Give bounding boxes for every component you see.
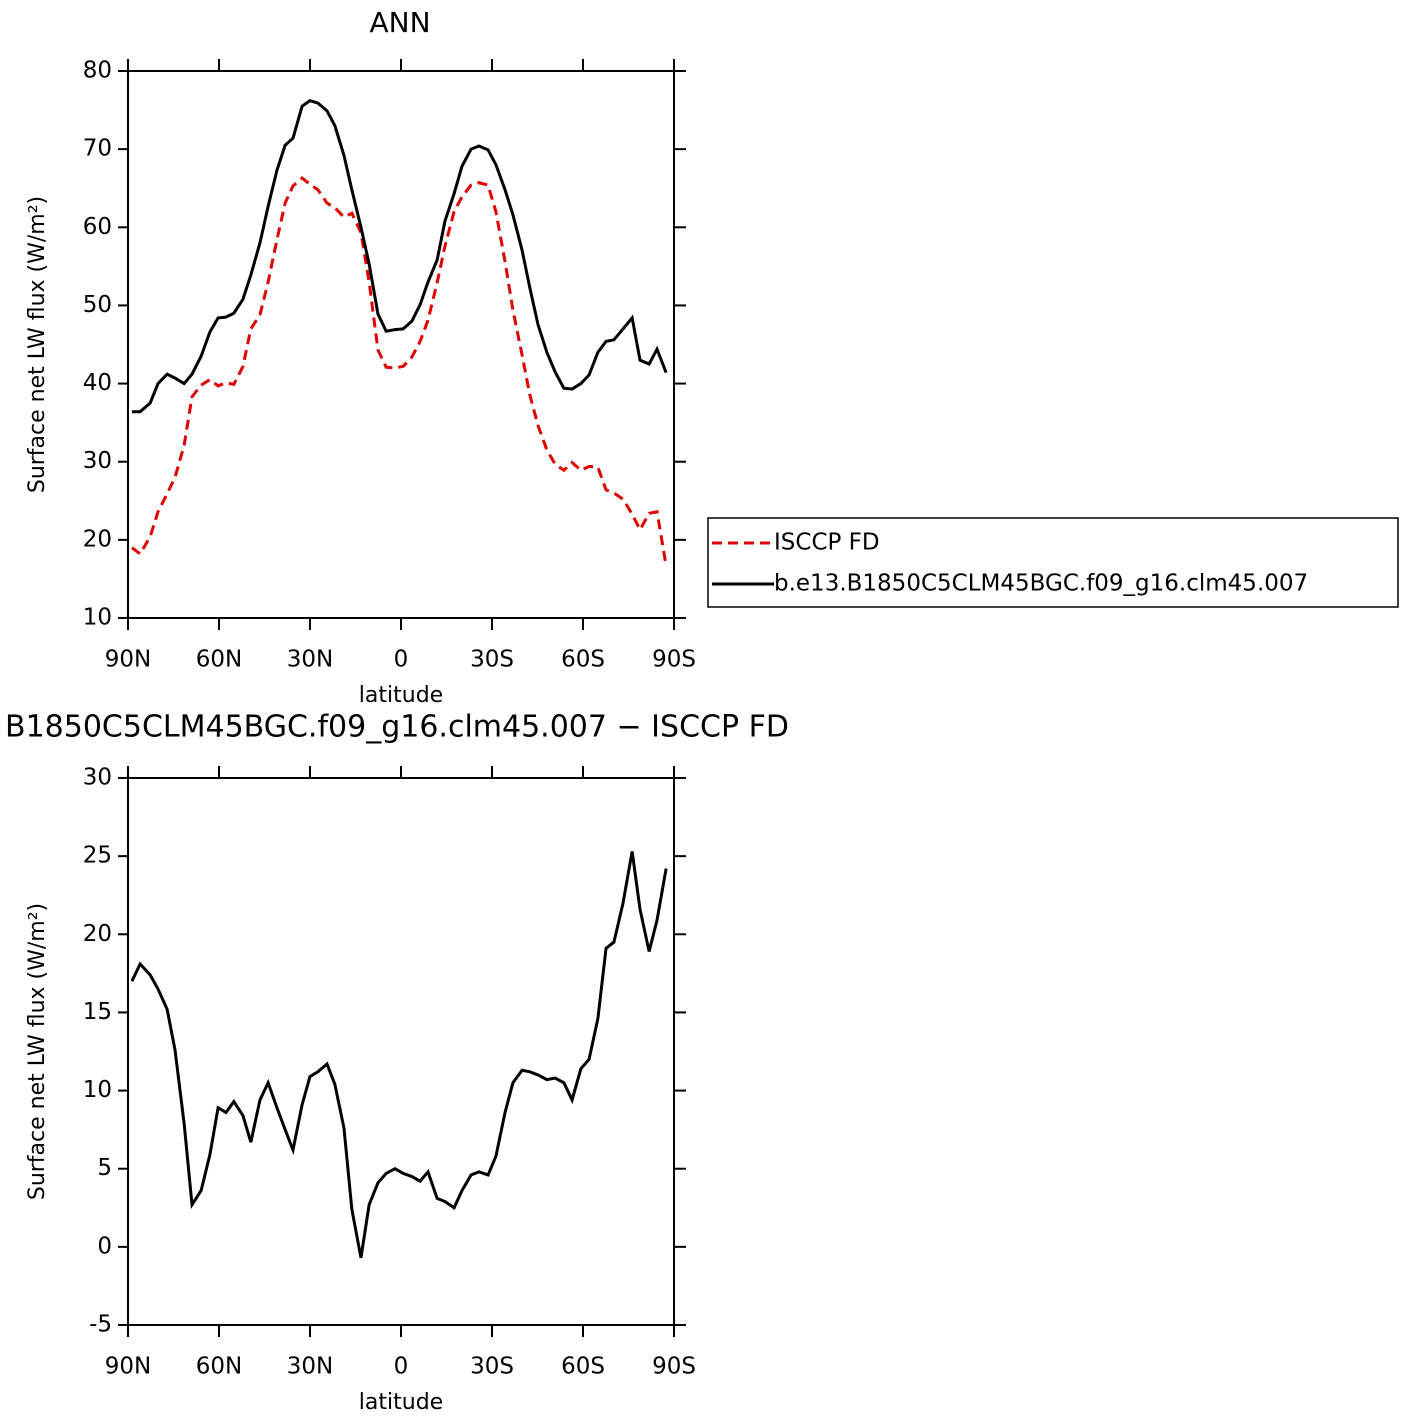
legend-label: b.e13.B1850C5CLM45BGC.f09_g16.clm45.007 — [774, 571, 1308, 597]
y-tick-label: 0 — [97, 1233, 112, 1259]
x-tick-label: 60N — [196, 1354, 242, 1380]
x-tick-label: 0 — [394, 647, 409, 673]
x-axis-label: latitude — [359, 683, 443, 708]
y-tick-label: 30 — [83, 765, 112, 791]
data-line — [131, 99, 668, 414]
x-tick-label: 60N — [196, 647, 242, 673]
x-tick-label: 90S — [652, 647, 696, 673]
y-tick-label: 25 — [83, 843, 112, 869]
legend-label: ISCCP FD — [774, 530, 880, 556]
y-axis-label: Surface net LW flux (W/m²) — [25, 903, 50, 1200]
y-axis-label: Surface net LW flux (W/m²) — [25, 196, 50, 493]
x-tick-label: 90N — [105, 1354, 151, 1380]
plot-frame — [127, 70, 675, 619]
x-tick-label: 30N — [287, 647, 333, 673]
y-tick-label: 70 — [83, 136, 112, 162]
x-tick-label: 60S — [561, 1354, 605, 1380]
x-tick-label: 0 — [394, 1354, 409, 1380]
y-tick-label: 20 — [83, 921, 112, 947]
x-tick-label: 30N — [287, 1354, 333, 1380]
chart-title: B1850C5CLM45BGC.f09_g16.clm45.007 − ISCC… — [5, 710, 789, 745]
y-tick-label: 10 — [83, 1077, 112, 1103]
x-axis-label: latitude — [359, 1390, 443, 1415]
data-line — [130, 851, 668, 1259]
y-tick-label: 80 — [83, 58, 112, 84]
x-tick-label: 90N — [105, 647, 151, 673]
legend-box — [707, 517, 1399, 608]
y-tick-label: -5 — [89, 1312, 112, 1338]
y-tick-label: 30 — [83, 448, 112, 474]
y-tick-label: 40 — [83, 370, 112, 396]
y-tick-label: 5 — [97, 1155, 112, 1181]
y-tick-label: 60 — [83, 214, 112, 240]
x-tick-label: 90S — [652, 1354, 696, 1380]
data-line — [131, 176, 668, 566]
y-tick-label: 15 — [83, 999, 112, 1025]
chart-title: ANN — [369, 6, 430, 39]
y-tick-label: 20 — [83, 526, 112, 552]
x-tick-label: 60S — [561, 647, 605, 673]
y-tick-label: 50 — [83, 292, 112, 318]
x-tick-label: 30S — [470, 647, 514, 673]
y-tick-label: 10 — [83, 605, 112, 631]
x-tick-label: 30S — [470, 1354, 514, 1380]
